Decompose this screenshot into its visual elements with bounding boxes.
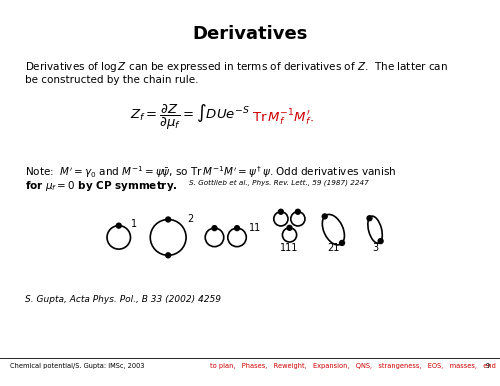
Text: 2: 2 bbox=[188, 215, 194, 225]
Text: S. Gupta, Acta Phys. Pol., B 33 (2002) 4259: S. Gupta, Acta Phys. Pol., B 33 (2002) 4… bbox=[25, 295, 221, 304]
Circle shape bbox=[367, 216, 372, 221]
Text: Derivatives of $\log Z$ can be expressed in terms of derivatives of $Z$.  The la: Derivatives of $\log Z$ can be expressed… bbox=[25, 60, 448, 74]
Circle shape bbox=[287, 225, 292, 230]
Text: $Z_f = \dfrac{\partial Z}{\partial \mu_f} = \int DUe^{-S}$: $Z_f = \dfrac{\partial Z}{\partial \mu_f… bbox=[130, 103, 250, 132]
Text: to plan,   Phases,   Reweight,   Expansion,   QNS,   strangeness,   EOS,   masse: to plan, Phases, Reweight, Expansion, QN… bbox=[210, 363, 496, 369]
Circle shape bbox=[166, 217, 170, 222]
Text: 111: 111 bbox=[280, 243, 298, 253]
Circle shape bbox=[234, 226, 240, 230]
Circle shape bbox=[212, 226, 217, 230]
Circle shape bbox=[166, 253, 170, 258]
Circle shape bbox=[322, 214, 327, 219]
Circle shape bbox=[378, 239, 383, 244]
Circle shape bbox=[278, 209, 283, 214]
Text: S. Gottlieb et al., Phys. Rev. Lett., 59 (1987) 2247: S. Gottlieb et al., Phys. Rev. Lett., 59… bbox=[189, 179, 369, 186]
Text: Note:  $M^{\prime} = \gamma_0$ and $M^{-1} = \psi\bar{\psi}$, so $\mathrm{Tr}\, : Note: $M^{\prime} = \gamma_0$ and $M^{-1… bbox=[25, 164, 396, 180]
Circle shape bbox=[116, 223, 121, 228]
Circle shape bbox=[340, 240, 344, 245]
Text: 3: 3 bbox=[372, 243, 378, 253]
Text: 11: 11 bbox=[248, 223, 260, 233]
Text: 9: 9 bbox=[486, 363, 490, 369]
Text: for $\mu_f = 0$ by CP symmetry.: for $\mu_f = 0$ by CP symmetry. bbox=[25, 179, 178, 193]
Text: $\mathrm{Tr}\, M_f^{-1}M_f^{\prime}.$: $\mathrm{Tr}\, M_f^{-1}M_f^{\prime}.$ bbox=[252, 108, 314, 128]
Text: 1: 1 bbox=[132, 219, 138, 229]
Text: Derivatives: Derivatives bbox=[192, 25, 308, 43]
Circle shape bbox=[296, 209, 300, 214]
Text: 21: 21 bbox=[327, 243, 340, 253]
Text: be constructed by the chain rule.: be constructed by the chain rule. bbox=[25, 75, 199, 85]
Text: Chemical potential/S. Gupta: IMSc, 2003: Chemical potential/S. Gupta: IMSc, 2003 bbox=[10, 363, 144, 369]
